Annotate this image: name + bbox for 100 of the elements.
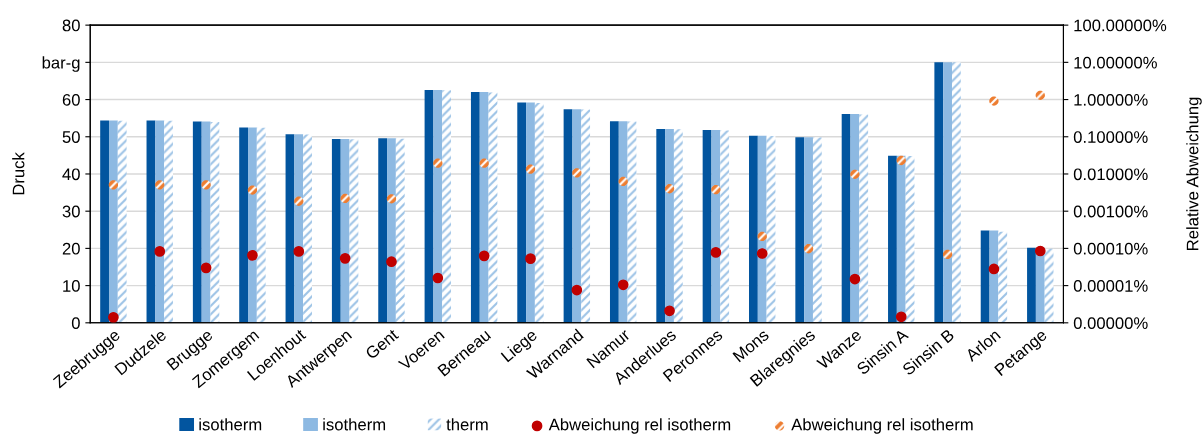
bar — [581, 109, 591, 323]
bar — [804, 137, 813, 323]
point — [803, 244, 814, 254]
point — [571, 284, 583, 296]
point — [850, 169, 860, 179]
point — [386, 256, 397, 268]
bar — [239, 127, 249, 323]
bar — [572, 109, 582, 323]
point — [479, 158, 489, 168]
bar — [702, 130, 712, 323]
bar — [665, 128, 674, 323]
bar — [980, 230, 990, 323]
y-tick-label: bar-g — [42, 56, 80, 72]
y2-tick-label: 10.00000% — [1074, 56, 1157, 69]
bar — [164, 120, 173, 323]
y-tick-label: 80 — [62, 19, 80, 32]
bar — [812, 137, 822, 323]
bar — [395, 138, 405, 323]
bar — [888, 155, 897, 323]
point — [895, 311, 907, 323]
point — [247, 185, 258, 195]
point — [108, 180, 119, 190]
bar — [210, 121, 220, 323]
bar — [517, 102, 527, 323]
bar — [488, 92, 498, 323]
bar — [673, 129, 683, 323]
y2-tick-label: 0.00100% — [1073, 205, 1148, 218]
bar — [303, 134, 312, 323]
bar — [951, 62, 961, 323]
bar — [943, 62, 952, 323]
point — [432, 272, 444, 284]
point — [293, 246, 305, 257]
point — [896, 155, 906, 166]
point — [155, 180, 165, 190]
bar — [563, 109, 573, 323]
bar — [905, 156, 915, 323]
point — [478, 250, 490, 262]
bar — [349, 139, 359, 323]
bar — [340, 139, 350, 323]
y2-tick-label: 0.00000% — [1073, 317, 1148, 330]
y-tick-label: 60 — [62, 93, 80, 106]
bar — [998, 231, 1008, 323]
bar — [859, 114, 869, 323]
legend-label: Abweichung rel isotherm — [548, 418, 731, 434]
bar — [387, 138, 396, 323]
bar — [108, 120, 118, 323]
point — [942, 249, 953, 260]
bar — [711, 130, 721, 323]
point — [849, 273, 861, 285]
y-tick-label: 10 — [63, 280, 80, 292]
point — [247, 250, 258, 261]
y-tick-label: 40 — [62, 168, 80, 181]
bar — [192, 121, 202, 323]
bar — [442, 90, 452, 323]
point — [340, 193, 350, 204]
y2-tick-label: 1.00000% — [1074, 93, 1148, 106]
point — [154, 246, 166, 257]
point — [664, 184, 675, 194]
y2-tick-label: 0.10000% — [1073, 131, 1148, 143]
x-tick-label: Gent — [364, 328, 400, 360]
point — [1035, 90, 1045, 100]
legend-label: isotherm — [199, 418, 262, 431]
bar — [433, 89, 443, 323]
bar — [256, 127, 266, 323]
bar — [248, 127, 257, 323]
point — [525, 253, 536, 265]
bar — [841, 114, 851, 323]
y2-tick-label: 0.00001% — [1073, 280, 1148, 292]
y2-tick-label: 0.01000% — [1073, 168, 1148, 181]
y2-tick-label: 100.00000% — [1074, 19, 1167, 32]
point — [617, 279, 629, 291]
bar — [627, 121, 637, 323]
point — [664, 305, 675, 317]
bar — [766, 136, 776, 323]
legend-label: therm — [446, 418, 488, 431]
point — [1034, 245, 1046, 257]
bar — [656, 128, 666, 323]
y-tick-label: 30 — [62, 205, 80, 218]
bar — [618, 121, 628, 323]
bar — [294, 134, 304, 323]
y-tick-label: 50 — [62, 131, 80, 143]
bar — [100, 120, 109, 323]
point — [200, 262, 212, 274]
bar — [331, 139, 341, 323]
bar — [526, 102, 535, 323]
bar — [609, 121, 619, 323]
point — [386, 194, 397, 204]
bar — [424, 89, 434, 323]
point — [525, 164, 536, 174]
point — [756, 248, 768, 259]
bar — [378, 138, 388, 323]
bar — [1027, 247, 1036, 323]
point — [989, 96, 999, 106]
bar — [479, 92, 489, 323]
point — [618, 176, 628, 187]
point — [201, 180, 211, 190]
point — [572, 168, 582, 178]
bar — [146, 120, 156, 323]
point — [294, 196, 304, 206]
bar — [117, 120, 127, 323]
